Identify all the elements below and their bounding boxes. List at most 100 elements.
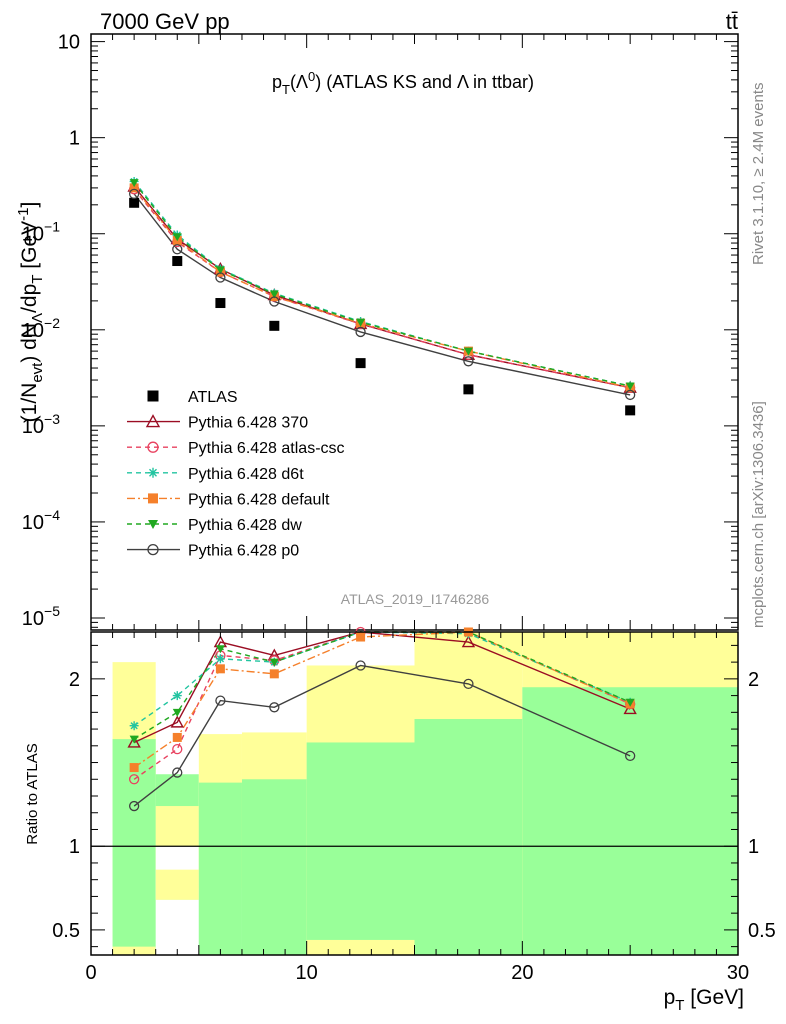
title-lambda: (Λ <box>290 72 308 92</box>
series-line-p0 <box>133 193 631 396</box>
point-dw <box>215 266 225 275</box>
xlabel-unit: [GeV] <box>684 986 744 1009</box>
x-tick-label: 30 <box>727 962 749 984</box>
ratio-point-atlascsc <box>128 774 140 785</box>
point-data <box>215 298 226 309</box>
ratio-point-p0 <box>128 800 140 812</box>
ratio-point-d6t <box>215 654 225 664</box>
band-inner <box>414 719 523 955</box>
ratio-point-dw <box>215 645 225 654</box>
ratio-tick-label-left: 1 <box>69 836 80 858</box>
band-inner <box>112 739 156 947</box>
ratio-point-p0 <box>215 695 226 706</box>
y-tick-label: 1 <box>69 128 80 150</box>
main-series-marks <box>127 176 637 416</box>
y-tick-exponent: −3 <box>44 411 60 427</box>
point-p0 <box>128 188 140 200</box>
ratio-point-p0 <box>625 750 636 761</box>
header-left: 7000 GeV pp <box>100 9 230 34</box>
ratio-point-default <box>129 763 139 773</box>
ratio-point-p0 <box>269 702 280 713</box>
band-gap <box>155 899 199 955</box>
ratio-bands <box>91 632 738 955</box>
ratio-point-p370 <box>170 715 184 728</box>
ratio-point-atlascsc <box>172 744 183 755</box>
ylabel-g: [GeV <box>18 221 41 275</box>
point-p0 <box>625 389 636 401</box>
header-right: tt̄ <box>726 9 738 34</box>
legend-label-d6t: Pythia 6.428 d6t <box>188 466 304 483</box>
title-zero: 0 <box>308 69 315 84</box>
band-inner <box>155 869 199 900</box>
series-line-default <box>133 187 631 389</box>
ratio-point-p0 <box>463 678 474 690</box>
ylabel-b: evt <box>29 362 46 383</box>
ratio-tick-label-left: 2 <box>69 669 80 691</box>
band-inner <box>522 687 738 955</box>
legend-marker-dw <box>148 520 158 529</box>
point-data <box>355 358 366 369</box>
y-tick-base: 10 <box>22 224 44 246</box>
legend-label-p370: Pythia 6.428 370 <box>188 415 308 432</box>
legend-label-p0: Pythia 6.428 p0 <box>188 543 299 560</box>
band-inner <box>198 782 242 955</box>
ratio-point-dw <box>129 735 139 744</box>
ratio-point-default <box>215 664 225 674</box>
ratio-point-p0 <box>172 767 183 778</box>
title-t: T <box>282 82 290 97</box>
ratio-point-p0 <box>355 660 366 671</box>
point-p0 <box>463 356 474 367</box>
y-tick-label: 10−1 <box>22 219 60 246</box>
ratio-point-default <box>172 732 182 742</box>
y-tick-base: 10 <box>22 608 44 630</box>
point-data <box>129 197 140 208</box>
ratio-point-p370 <box>461 635 476 648</box>
main-series-lines <box>133 181 631 396</box>
legend-label-dw: Pythia 6.428 dw <box>188 517 302 534</box>
ratio-y-label: Ratio to ATLAS <box>24 743 41 844</box>
legend-marker-p0 <box>147 543 159 556</box>
band-inner <box>241 779 307 955</box>
ratio-tick-label-right: 1 <box>748 836 759 858</box>
point-default <box>129 183 139 193</box>
y-tick-exponent: −1 <box>44 219 60 235</box>
x-tick-label: 20 <box>511 962 533 984</box>
point-dw <box>625 382 635 391</box>
legend-marker-d6t <box>148 467 158 478</box>
ratio-point-p370 <box>127 735 141 748</box>
ratio-tick-label-left: 0.5 <box>52 920 80 942</box>
x-tick-label: 0 <box>85 962 96 984</box>
point-dw <box>129 179 139 188</box>
point-data <box>172 256 183 267</box>
series-line-d6t <box>133 181 631 387</box>
x-tick-label: 10 <box>296 962 318 984</box>
y-tick-exponent: −2 <box>44 315 60 331</box>
mcplots-label: mcplots.cern.ch [arXiv:1306.3436] <box>750 401 767 628</box>
main-frame <box>90 33 739 631</box>
y-tick-base: 10 <box>22 320 44 342</box>
series-line-p370 <box>133 186 631 389</box>
ylabel-f: T <box>29 275 46 284</box>
ylabel-d: Λ <box>29 313 46 323</box>
point-dw <box>172 233 182 242</box>
ylabel-h: -1 <box>15 208 32 221</box>
y-tick-label: 10−2 <box>22 315 60 342</box>
title-rest: ) (ATLAS KS and Λ in ttbar) <box>315 72 534 92</box>
xlabel-p: p <box>664 986 676 1009</box>
legend-marker-data <box>147 390 159 402</box>
y-tick-exponent: −4 <box>44 507 60 523</box>
y-tick-label: 10−5 <box>22 603 60 630</box>
y-tick-base: 10 <box>22 512 44 534</box>
y-tick-exponent: −5 <box>44 603 60 619</box>
point-p0 <box>172 244 183 255</box>
main-y-label: (1/Nevt) dNΛ/dpT [GeV-1] <box>15 202 46 423</box>
legend-label-data: ATLAS <box>188 389 238 406</box>
point-dw <box>356 318 366 327</box>
point-dw <box>463 347 473 356</box>
point-dw <box>269 290 279 299</box>
y-tick-label: 10 <box>58 32 80 54</box>
ratio-point-dw <box>172 708 182 717</box>
rivet-label: Rivet 3.1.10, ≥ 2.4M events <box>750 83 767 266</box>
